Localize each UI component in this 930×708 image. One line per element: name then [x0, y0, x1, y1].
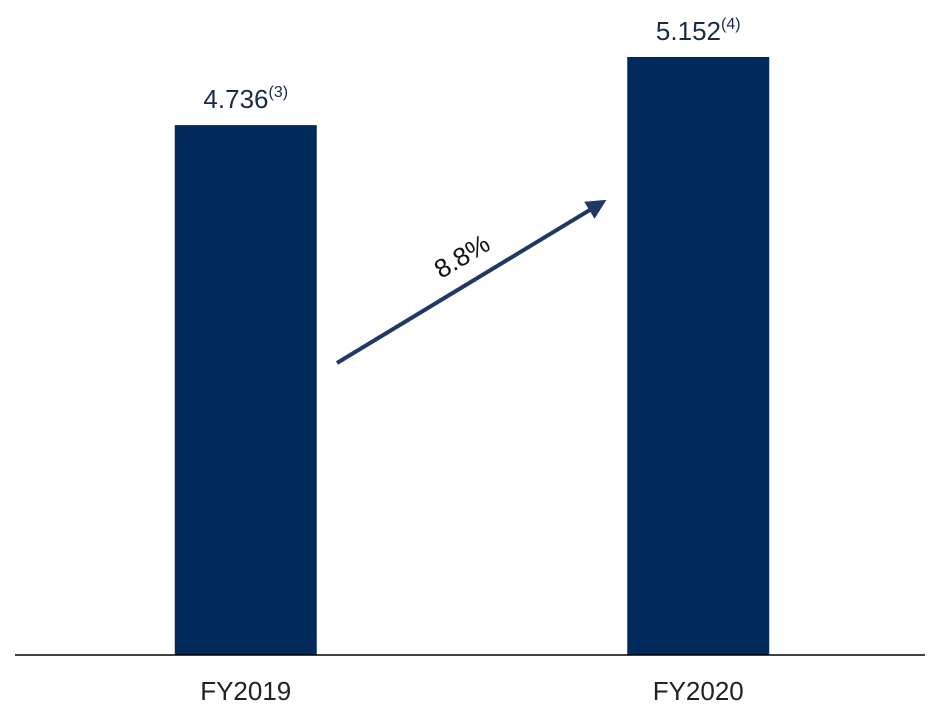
value-label: 4.736(3)	[203, 84, 288, 114]
value-label: 5.152(4)	[656, 16, 741, 46]
value-number: 4.736	[203, 84, 268, 114]
x-tick-label: FY2020	[653, 676, 744, 706]
bar	[174, 125, 317, 656]
bar	[627, 56, 770, 656]
value-number: 5.152	[656, 16, 721, 46]
growth-label: 8.8%	[429, 228, 495, 284]
value-note: (4)	[721, 16, 741, 33]
value-note: (3)	[269, 84, 289, 101]
growth-arrow	[335, 199, 607, 365]
x-tick-label: FY2019	[200, 676, 291, 706]
